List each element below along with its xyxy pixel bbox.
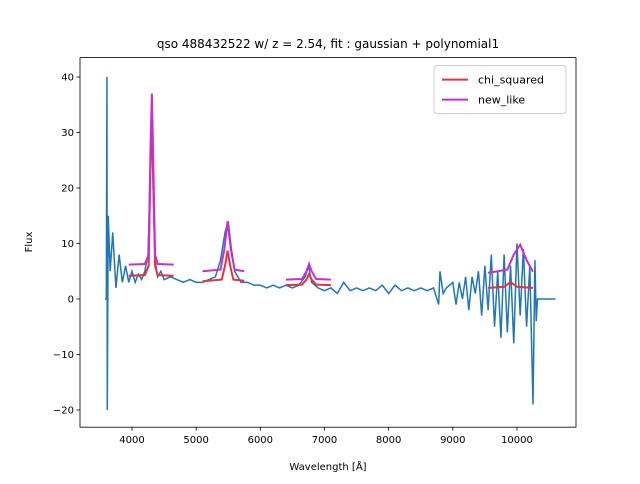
chart-title: qso 488432522 w/ z = 2.54, fit : gaussia… bbox=[157, 37, 499, 51]
y-tick-label: 40 bbox=[61, 73, 74, 84]
y-axis-label: Flux bbox=[24, 232, 35, 253]
x-tick-label: 4000 bbox=[119, 435, 144, 446]
x-tick-label: 5000 bbox=[183, 435, 208, 446]
x-tick-label: 6000 bbox=[248, 435, 273, 446]
y-tick-label: −10 bbox=[53, 350, 74, 361]
y-tick-label: 10 bbox=[61, 239, 74, 250]
y-tick-label: 0 bbox=[68, 295, 74, 306]
legend-label: new_like bbox=[478, 94, 525, 107]
data-line bbox=[128, 93, 534, 281]
x-tick-label: 8000 bbox=[376, 435, 401, 446]
y-tick-label: 20 bbox=[61, 184, 74, 195]
y-tick-label: 30 bbox=[61, 128, 74, 139]
x-tick-label: 7000 bbox=[312, 435, 337, 446]
x-tick-label: 9000 bbox=[440, 435, 465, 446]
x-tick-label: 10000 bbox=[501, 435, 533, 446]
legend-label: chi_squared bbox=[478, 74, 544, 87]
x-axis-label: Wavelength [Å] bbox=[289, 460, 366, 473]
plot-frame bbox=[79, 57, 577, 428]
legend-box bbox=[433, 65, 567, 115]
y-tick-label: −20 bbox=[53, 405, 74, 416]
